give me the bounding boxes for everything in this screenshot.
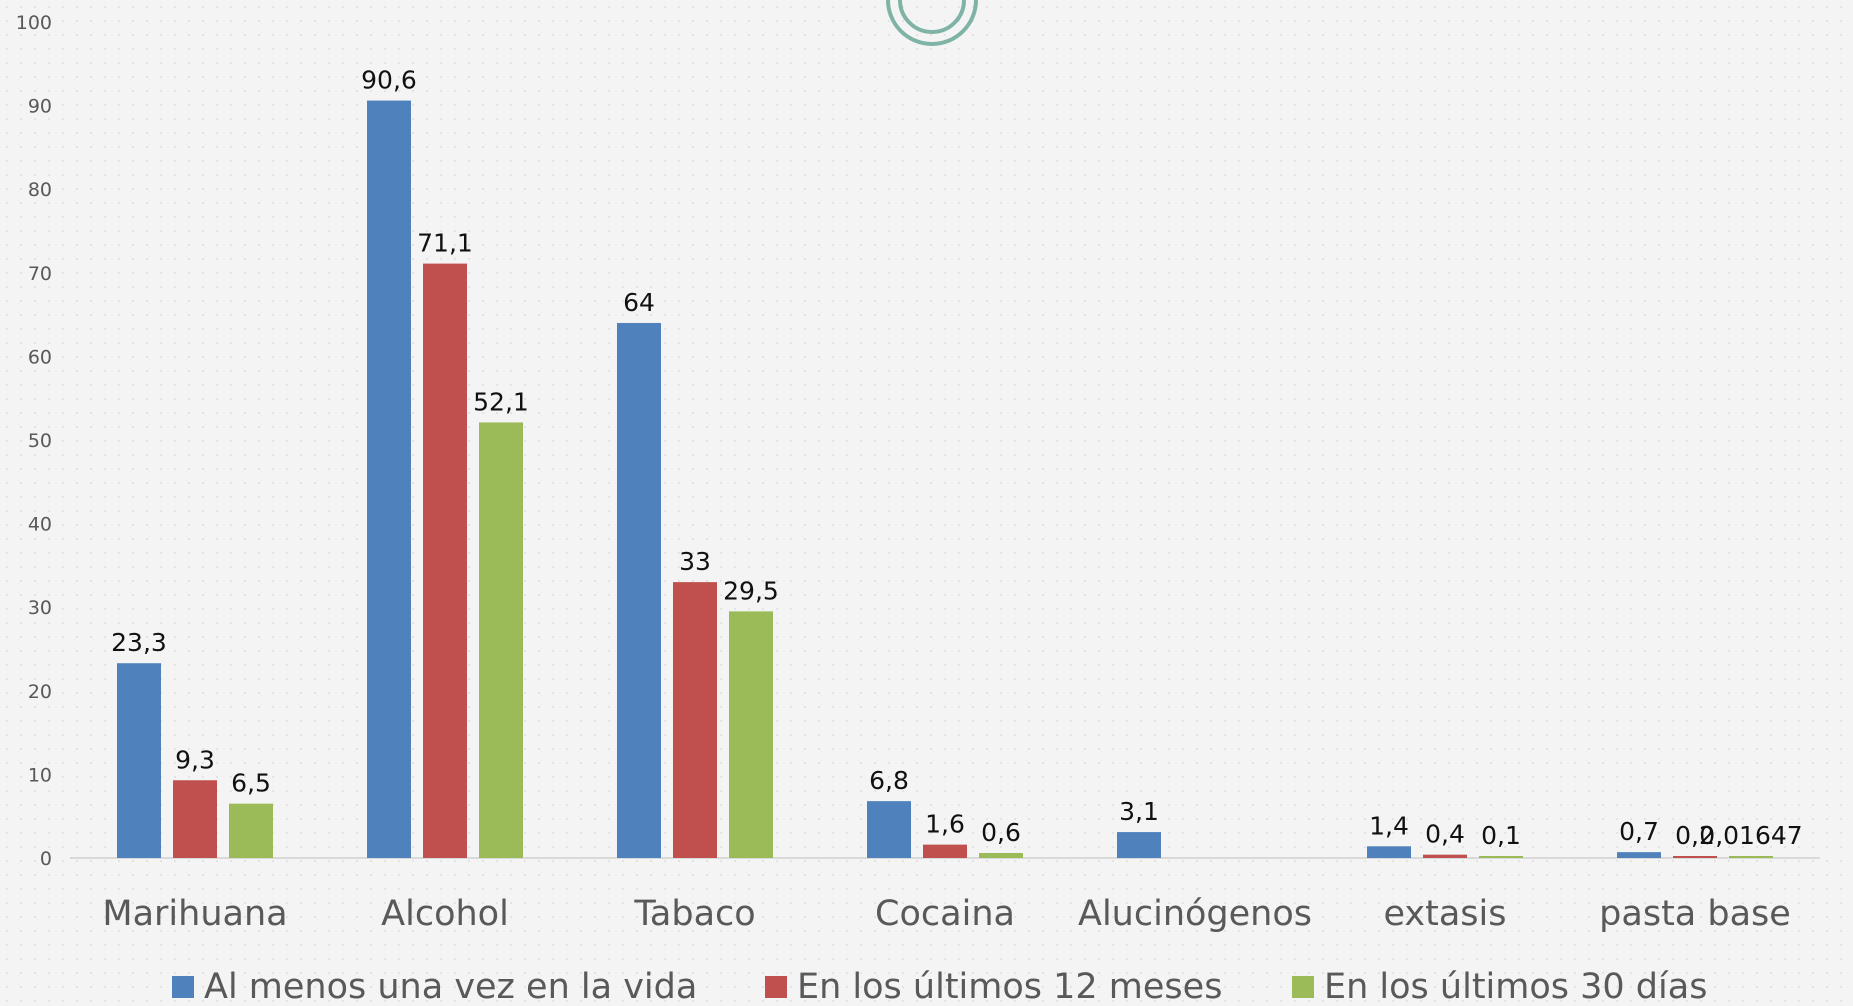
bar (1117, 832, 1161, 858)
bar (1729, 856, 1773, 858)
bar (1617, 852, 1661, 858)
data-label: 3,1 (1119, 797, 1159, 826)
bar (423, 263, 467, 858)
legend-label: En los últimos 30 días (1324, 967, 1707, 1006)
x-tick-label: Tabaco (633, 894, 755, 934)
y-axis: 0 10 20 30 40 50 60 70 80 90 100 (16, 12, 1820, 870)
top-decoration-arc (886, 0, 978, 46)
data-labels: 23,3 9,3 6,5 90,6 71,1 52,1 64 33 29,5 6,8 1,6 0,6 3… (111, 66, 1803, 850)
top-decoration-arc-inner (898, 0, 966, 34)
y-tick-label: 60 (28, 346, 52, 368)
y-tick-label: 20 (28, 681, 52, 703)
y-tick-label: 50 (28, 430, 52, 452)
y-tick-label: 100 (16, 12, 52, 34)
bars (117, 100, 1773, 859)
data-label: 1,6 (925, 810, 965, 839)
data-label: 6,5 (231, 769, 271, 798)
legend-label: Al menos una vez en la vida (204, 967, 697, 1006)
bar (1479, 856, 1523, 858)
bar (117, 663, 161, 858)
bar (979, 852, 1023, 858)
data-label: 0,4 (1425, 820, 1465, 849)
data-label: 0,2 (1675, 821, 1715, 850)
data-label: 29,5 (723, 576, 779, 605)
y-tick-label: 70 (28, 263, 52, 285)
bar (1367, 846, 1411, 858)
x-tick-label: extasis (1384, 894, 1507, 934)
data-label: 64 (623, 288, 655, 317)
x-tick-label: Alucinógenos (1078, 894, 1312, 934)
data-label: 0,01647 (1699, 821, 1802, 850)
data-label: 71,1 (417, 229, 473, 258)
data-label: 23,3 (111, 628, 167, 657)
x-tick-label: Cocaina (875, 894, 1015, 934)
x-tick-label: Marihuana (102, 894, 287, 934)
data-label: 0,7 (1619, 817, 1659, 846)
data-label: 6,8 (869, 766, 909, 795)
bar (173, 780, 217, 858)
y-tick-label: 0 (40, 848, 52, 870)
legend-swatch (1292, 976, 1314, 998)
legend: Al menos una vez en la vida En los último… (172, 967, 1707, 1006)
bar (617, 322, 661, 859)
bar (673, 582, 717, 858)
bar (229, 803, 273, 858)
bar (479, 422, 523, 858)
y-tick-label: 40 (28, 514, 52, 536)
y-tick-label: 80 (28, 179, 52, 201)
data-label: 52,1 (473, 387, 529, 416)
legend-swatch (765, 976, 787, 998)
bar (1673, 856, 1717, 858)
data-label: 33 (679, 547, 711, 576)
data-label: 0,6 (981, 818, 1021, 847)
y-tick-label: 30 (28, 597, 52, 619)
legend-label: En los últimos 12 meses (797, 967, 1222, 1006)
data-label: 0,1 (1481, 821, 1521, 850)
y-tick-label: 10 (28, 764, 52, 786)
data-label: 90,6 (361, 66, 417, 95)
x-tick-label: Alcohol (381, 894, 509, 934)
x-tick-label: pasta base (1599, 894, 1791, 934)
legend-swatch (172, 976, 194, 998)
bar (729, 611, 773, 858)
data-label: 9,3 (175, 745, 215, 774)
bar (923, 844, 967, 858)
bar (867, 801, 911, 858)
y-tick-label: 90 (28, 96, 52, 118)
bar (367, 100, 411, 859)
x-axis: Marihuana Alcohol Tabaco Cocaina Alucinógeno… (102, 894, 1790, 934)
data-label: 1,4 (1369, 811, 1409, 840)
bar (1423, 854, 1467, 858)
